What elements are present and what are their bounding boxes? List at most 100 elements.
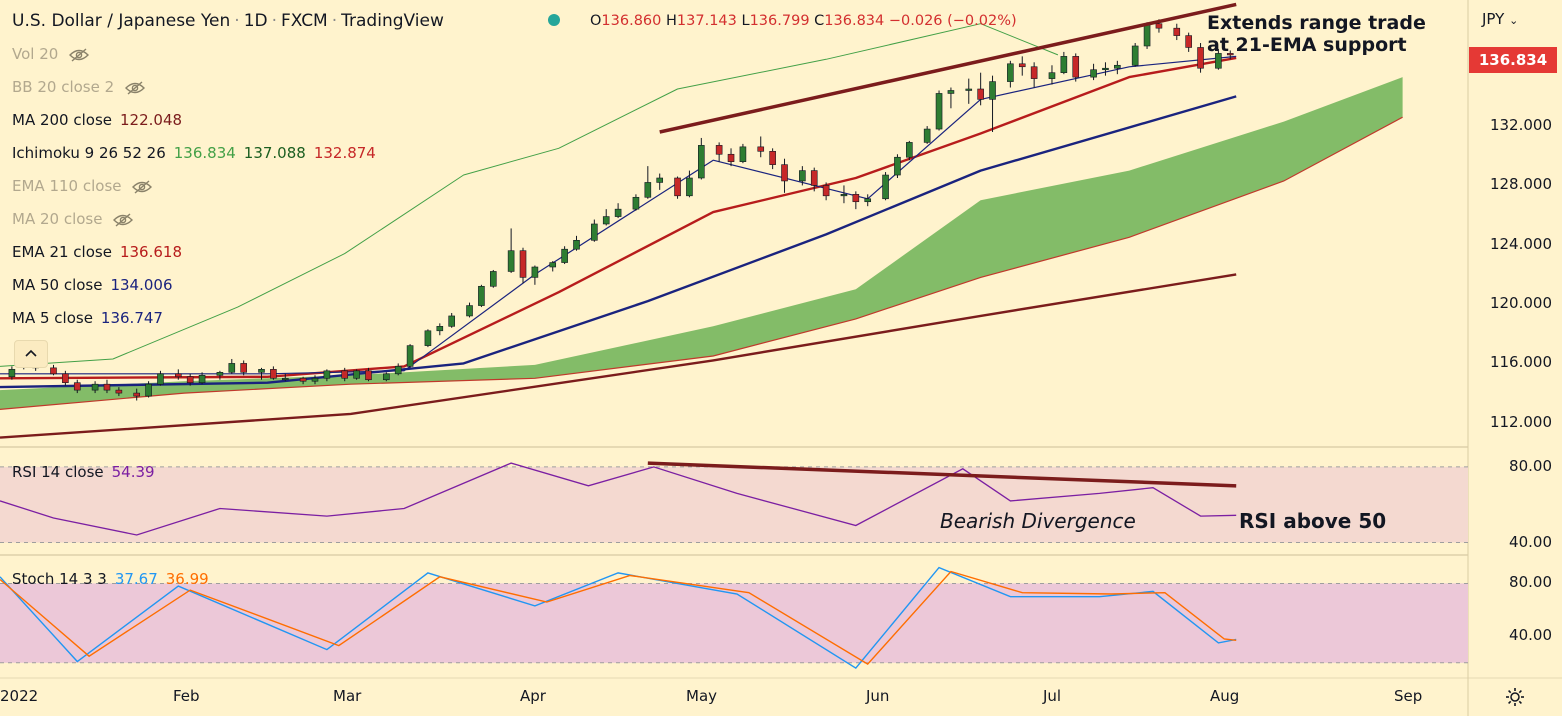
indicator-legend-item[interactable]: BB 20 close 2 <box>12 78 146 96</box>
candle-body <box>674 177 681 197</box>
collapse-legend-button[interactable] <box>14 340 48 368</box>
candle-body <box>270 369 277 379</box>
symbol-title[interactable]: U.S. Dollar / Japanese Yen <box>12 11 231 31</box>
rsi-axis-tick-label: 80.00 <box>1509 456 1552 475</box>
indicator-legend-item[interactable]: MA 20 close <box>12 210 134 228</box>
candle-body <box>365 370 372 381</box>
stoch-band <box>0 583 1468 663</box>
candle-body <box>1114 64 1121 69</box>
candle-body <box>739 146 747 162</box>
candle-body <box>989 81 996 100</box>
candle-body <box>757 146 765 152</box>
exchange-label: FXCM <box>281 11 328 31</box>
indicator-legend-item[interactable]: MA 50 close 134.006 <box>12 276 173 294</box>
indicator-legend-label: Ichimoku 9 26 52 26 <box>12 144 166 162</box>
candle-body <box>174 373 182 378</box>
eye-off-icon[interactable] <box>124 80 146 95</box>
candle-body <box>198 374 206 383</box>
candle-body <box>1197 47 1204 69</box>
interval-label[interactable]: 1D <box>243 11 268 31</box>
high-value: 137.143 <box>676 13 737 29</box>
gear-icon[interactable] <box>1504 686 1526 708</box>
indicator-legend-label: MA 200 close <box>12 111 113 129</box>
candle-body <box>923 128 931 143</box>
indicator-legend-item[interactable]: EMA 110 close <box>12 177 153 195</box>
candle-body <box>1215 53 1222 69</box>
candle-body <box>531 266 539 278</box>
candle-body <box>507 250 515 272</box>
indicator-legend-item[interactable]: MA 200 close 122.048 <box>12 111 182 129</box>
candle-body <box>715 145 723 155</box>
candle-body <box>977 88 984 100</box>
candle-body <box>1143 23 1151 47</box>
eye-off-icon[interactable] <box>112 212 134 227</box>
chart-header: U.S. Dollar / Japanese Yen · 1D · FXCM · Tradi… <box>12 11 444 31</box>
candle-body <box>810 170 818 186</box>
indicator-legend-item[interactable]: Ichimoku 9 26 52 26 136.834 137.088 132.874 <box>12 144 376 162</box>
stoch-legend-label: Stoch 14 3 3 <box>12 570 107 588</box>
candle-body <box>353 370 360 379</box>
stoch-d-line <box>0 570 1237 665</box>
close-value: 136.834 <box>824 13 885 29</box>
candle-body <box>947 90 955 94</box>
series-line-0 <box>0 273 1237 439</box>
series-line-1 <box>0 95 1237 389</box>
indicator-legend-label: EMA 21 close <box>12 243 112 261</box>
currency-label: JPY <box>1482 10 1505 28</box>
candle-body <box>50 367 57 375</box>
candle-body <box>394 366 402 375</box>
candle-body <box>281 377 289 381</box>
candle-body <box>8 369 16 378</box>
candle-body <box>103 383 111 391</box>
platform-label: TradingView <box>341 11 444 31</box>
series-line-4 <box>0 23 1059 367</box>
range-annotation: Extends range trade at 21-EMA support <box>1207 12 1426 56</box>
indicator-legend-item[interactable]: EMA 21 close 136.618 <box>12 243 182 261</box>
candle-body <box>341 370 349 379</box>
candle-body <box>799 170 806 182</box>
candle-body <box>323 370 331 379</box>
price-trendline <box>659 2 1237 134</box>
indicator-legend-item[interactable]: MA 5 close 136.747 <box>12 309 163 327</box>
market-status-icon <box>548 14 560 26</box>
candle-body <box>573 240 580 250</box>
stoch-legend[interactable]: Stoch 14 3 3 37.67 36.99 <box>12 570 209 588</box>
candle-body <box>656 177 664 183</box>
eye-off-icon[interactable] <box>68 47 90 62</box>
eye-off-icon[interactable] <box>131 179 153 194</box>
rsi-legend-value: 54.39 <box>111 463 155 481</box>
candle-body <box>436 326 444 332</box>
candle-body <box>614 208 622 217</box>
candle-body <box>216 372 224 376</box>
candle-body <box>1155 23 1163 29</box>
low-value: 136.799 <box>749 13 810 29</box>
time-tick-label: Apr <box>520 687 546 705</box>
candle-body <box>935 93 943 130</box>
rsi-legend[interactable]: RSI 14 close 54.39 <box>12 463 155 481</box>
candle-body <box>258 369 265 373</box>
candle-body <box>1007 63 1014 82</box>
rsi-legend-label: RSI 14 close <box>12 463 104 481</box>
candle-body <box>311 377 319 382</box>
indicator-legend-label: MA 5 close <box>12 309 93 327</box>
candle-body <box>561 248 568 263</box>
series-line-3 <box>0 55 1237 375</box>
ichimoku-span-b <box>0 116 1403 410</box>
candle-body <box>1226 53 1234 56</box>
candle-body <box>549 262 557 268</box>
ohlc-readout: O136.860 H137.143 L136.799 C136.834 −0.0… <box>590 13 1017 29</box>
candle-body <box>73 382 81 391</box>
candle-body <box>1018 63 1026 68</box>
open-value: 136.860 <box>601 13 662 29</box>
candle-body <box>894 156 901 176</box>
chevron-up-icon <box>25 349 37 357</box>
currency-selector[interactable]: JPY ⌄ <box>1482 10 1518 28</box>
price-tick-label: 116.000 <box>1489 353 1552 372</box>
indicator-legend-item[interactable]: Vol 20 <box>12 45 90 63</box>
candle-body <box>478 285 485 306</box>
indicator-legend-label: EMA 110 close <box>12 177 122 195</box>
candle-body <box>698 145 705 179</box>
candle-body <box>882 174 889 200</box>
time-tick-label: Jul <box>1043 687 1062 705</box>
